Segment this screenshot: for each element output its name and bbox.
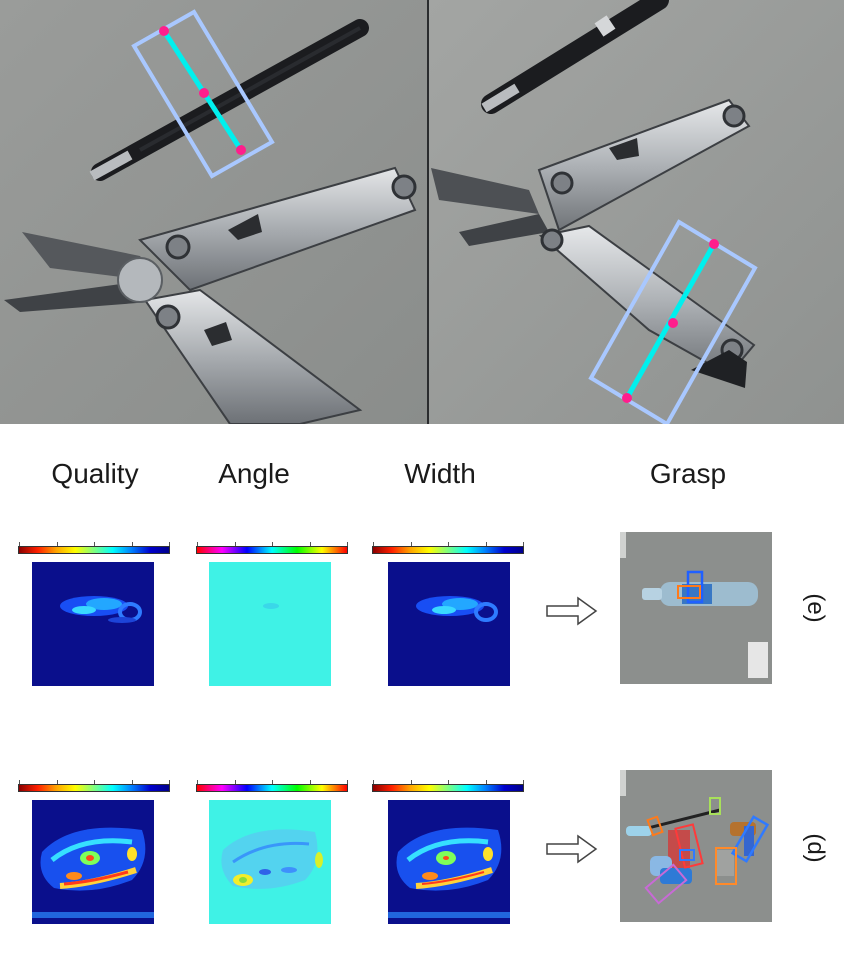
heatmap-width-e <box>388 562 510 686</box>
colorbar-quality-d <box>18 780 170 792</box>
grasp-rectangle <box>131 9 275 179</box>
colorbar-angle-d <box>196 780 348 792</box>
column-title-width: Width <box>404 458 476 489</box>
colorbar-quality-e <box>18 542 170 554</box>
colorbar-width-d <box>372 780 524 792</box>
heatmap-quality-e <box>32 562 154 686</box>
heatmap-quality-d <box>32 800 154 924</box>
column-title-grasp: Grasp <box>649 458 727 489</box>
row-label-d: (d) <box>802 833 829 863</box>
heatmap-angle-d <box>209 800 331 924</box>
multitool <box>431 98 756 388</box>
pen <box>481 0 669 114</box>
grasp-scene-e <box>620 532 772 684</box>
multitool <box>4 166 417 424</box>
colorbar-angle-e <box>196 542 348 554</box>
photo-divider <box>427 0 429 424</box>
pen <box>89 19 369 181</box>
hollow-right-arrow-icon <box>546 834 598 864</box>
heatmap-angle-e <box>209 562 331 686</box>
top-photo-right <box>429 0 844 424</box>
row-label-e: (e) <box>802 593 829 623</box>
column-title-quality: Quality <box>51 458 139 489</box>
column-title-angle: Angle <box>218 458 290 489</box>
colorbar-width-e <box>372 542 524 554</box>
heatmap-width-d <box>388 800 510 924</box>
top-photo-left <box>0 0 427 424</box>
hollow-right-arrow-icon <box>546 596 598 626</box>
grasp-rectangle <box>588 219 758 424</box>
grasp-scene-d <box>620 770 772 922</box>
